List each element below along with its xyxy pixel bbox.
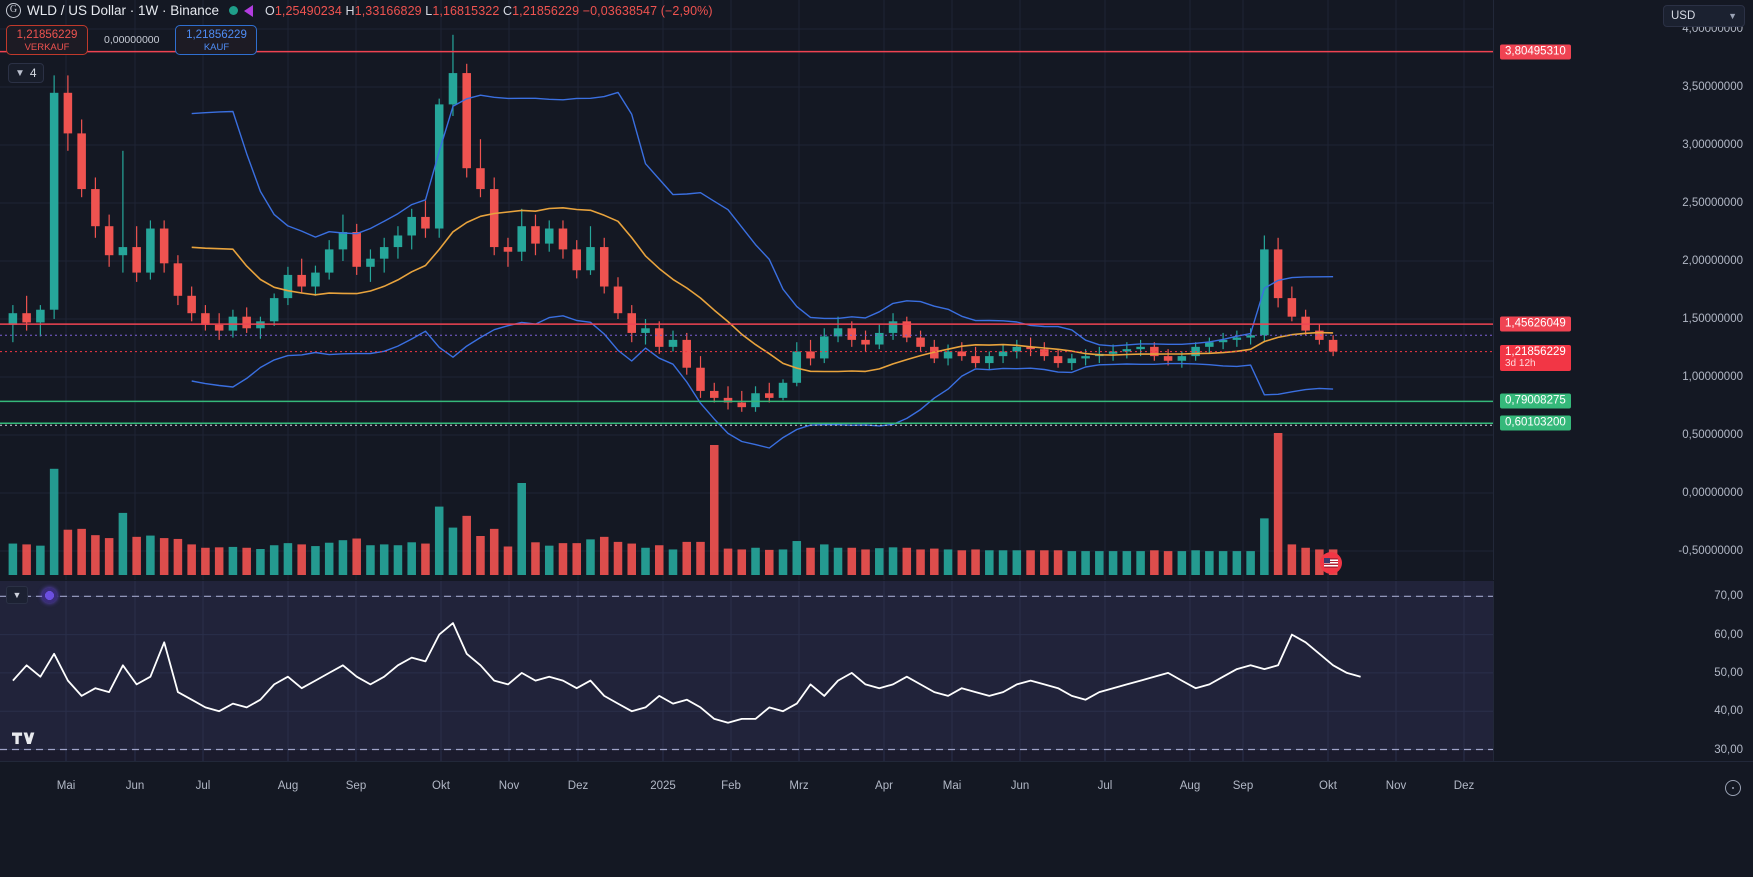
time-tick: Apr: [875, 780, 893, 792]
rsi-chart-pane[interactable]: ▼: [0, 581, 1493, 761]
buy-price: 1,21856229: [186, 29, 247, 41]
time-tick: Mrz: [789, 780, 809, 792]
ohlc-open-key: O: [265, 3, 275, 18]
time-axis[interactable]: Mai Jun Jul Aug Sep Okt Nov Dez 2025 Feb Mrz Apr Mai…: [0, 761, 1753, 877]
buy-label: KAUF: [203, 42, 230, 53]
ohlc-low-value: 1,16815322: [432, 3, 500, 18]
ohlc-open-value: 1,25490234: [274, 3, 342, 18]
indicator-count: 4: [29, 66, 37, 80]
ohlc-high-value: 1,33166829: [354, 3, 422, 18]
rsi-tick: 70,00: [1714, 590, 1743, 603]
time-tick: Nov: [1385, 780, 1407, 792]
currency-select[interactable]: USD ▼: [1663, 5, 1745, 27]
time-tick: Dez: [1453, 780, 1475, 792]
ohlc-high-key: H: [345, 3, 355, 18]
tradingview-logo-icon: [12, 732, 35, 745]
sell-price: 1,21856229: [16, 29, 78, 41]
time-tick: Mai: [942, 780, 962, 792]
globe-icon: G: [6, 3, 21, 18]
price-tick: 1,00000000: [1682, 371, 1743, 383]
time-tick: Dez: [567, 780, 589, 792]
time-tick: Sep: [1232, 780, 1254, 792]
chevron-down-icon: ▼: [1728, 11, 1737, 21]
rsi-tick: 50,00: [1714, 666, 1743, 679]
price-tick: 2,50000000: [1682, 197, 1743, 209]
time-tick: Aug: [277, 780, 299, 792]
price-tick: 3,00000000: [1682, 139, 1743, 151]
time-tick: Jul: [195, 780, 211, 792]
price-level-label[interactable]: 0,60103200: [1500, 415, 1571, 431]
rsi-tick: 40,00: [1714, 705, 1743, 718]
ohlc-change: −0,03638547 (−2,90%): [582, 3, 713, 18]
chart-legend: G WLD / US Dollar · 1W · Binance O1,2549…: [6, 3, 713, 18]
price-tick: 0,00000000: [1682, 487, 1743, 499]
time-tick: Aug: [1179, 780, 1201, 792]
price-tick: 2,00000000: [1682, 255, 1743, 267]
replay-icon[interactable]: [244, 4, 254, 17]
time-tick: Okt: [432, 780, 450, 792]
rsi-chart-canvas[interactable]: [0, 581, 1493, 761]
rsi-axis[interactable]: 70,00 60,00 50,00 40,00 30,00: [1493, 581, 1753, 761]
ohlc-close-value: 1,21856229: [512, 3, 580, 18]
trade-buttons: 1,21856229 VERKAUF 0,00000000 1,21856229…: [6, 25, 258, 55]
price-tick: 0,50000000: [1682, 429, 1743, 441]
time-tick: 2025: [650, 780, 676, 792]
collapsed-indicators-chip[interactable]: ▼ 4: [8, 63, 44, 83]
buy-button[interactable]: 1,21856229 KAUF: [175, 25, 258, 55]
sell-label: VERKAUF: [24, 42, 70, 53]
price-axis[interactable]: 4,00000000 3,50000000 3,00000000 2,50000000…: [1493, 0, 1753, 580]
time-tick: Feb: [721, 780, 741, 792]
current-price-label[interactable]: 1,21856229 3d 12h: [1500, 344, 1571, 371]
price-tick: 1,50000000: [1682, 313, 1743, 325]
ohlc-values: O1,25490234 H1,33166829 L1,16815322 C1,2…: [265, 4, 713, 18]
spread-value: 0,00000000: [104, 34, 160, 46]
us-flag-icon[interactable]: [1320, 552, 1342, 574]
time-tick: Nov: [498, 780, 520, 792]
currency-value: USD: [1671, 10, 1696, 22]
rsi-indicator-icon[interactable]: [42, 587, 57, 603]
chevron-down-icon: ▼: [15, 67, 25, 79]
rsi-tick: 60,00: [1714, 628, 1743, 641]
time-tick: Okt: [1319, 780, 1337, 792]
ohlc-close-key: C: [502, 3, 513, 18]
countdown-label: 3d 12h: [1505, 357, 1536, 369]
ohlc-low-key: L: [425, 3, 433, 18]
price-level-label[interactable]: 0,79008275: [1500, 393, 1571, 409]
price-chart-canvas[interactable]: [0, 0, 1493, 580]
time-tick: Mai: [56, 780, 76, 792]
price-chart-pane[interactable]: [0, 0, 1493, 580]
clock-icon[interactable]: [1725, 780, 1741, 796]
time-tick: Sep: [345, 780, 367, 792]
price-level-label[interactable]: 1,45626049: [1500, 316, 1571, 332]
symbol-title[interactable]: WLD / US Dollar · 1W · Binance: [27, 3, 220, 18]
sell-button[interactable]: 1,21856229 VERKAUF: [6, 25, 88, 55]
time-tick: Jun: [125, 780, 145, 792]
chevron-down-icon[interactable]: ▼: [6, 586, 28, 604]
price-tick: -0,50000000: [1678, 545, 1743, 557]
time-tick: Jun: [1010, 780, 1030, 792]
price-level-label[interactable]: 3,80495310: [1500, 44, 1571, 60]
rsi-pane-header: ▼: [6, 586, 57, 604]
rsi-tick: 30,00: [1714, 743, 1743, 756]
time-tick: Jul: [1097, 780, 1113, 792]
price-tick: 3,50000000: [1682, 81, 1743, 93]
market-open-dot: [229, 6, 239, 15]
